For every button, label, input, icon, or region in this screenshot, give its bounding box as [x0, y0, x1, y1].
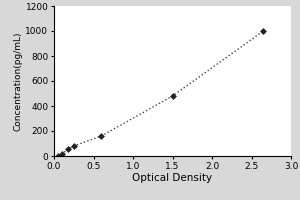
Y-axis label: Concentration(pg/mL): Concentration(pg/mL) — [14, 31, 23, 131]
X-axis label: Optical Density: Optical Density — [132, 173, 213, 183]
